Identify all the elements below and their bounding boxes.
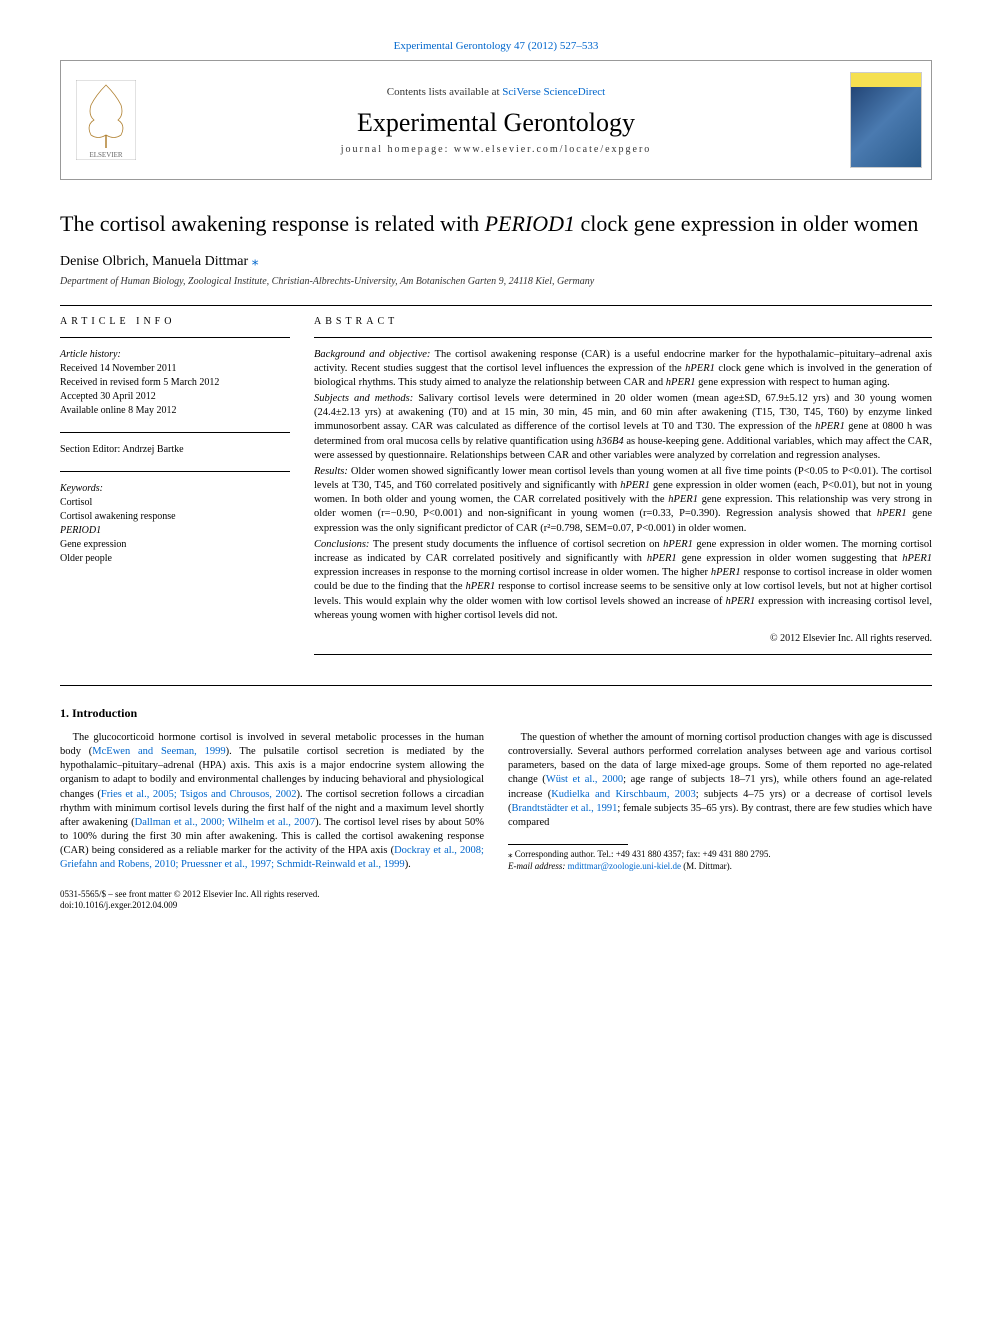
abstract-paragraph: Results: Older women showed significantl…: [314, 465, 932, 536]
info-abstract-row: ARTICLE INFO Article history: Received 1…: [60, 316, 932, 665]
journal-header: ELSEVIER Contents lists available at Sci…: [60, 60, 932, 180]
contents-line: Contents lists available at SciVerse Sci…: [387, 86, 605, 98]
citation-link[interactable]: Brandtstädter et al., 1991: [512, 803, 618, 814]
authors-line: Denise Olbrich, Manuela Dittmar ⁎: [60, 253, 932, 270]
running-head-link[interactable]: Experimental Gerontology 47 (2012) 527–5…: [394, 40, 599, 52]
divider: [60, 685, 932, 686]
body-section: 1. Introduction The glucocorticoid hormo…: [60, 706, 932, 875]
abstract-heading: ABSTRACT: [314, 316, 932, 327]
citation-link[interactable]: Fries et al., 2005; Tsigos and Chrousos,…: [101, 789, 297, 800]
abstract-column: ABSTRACT Background and objective: The c…: [314, 316, 932, 665]
divider: [60, 432, 290, 433]
keyword-item: Cortisol: [60, 496, 290, 510]
keywords-block: Keywords: CortisolCortisol awakening res…: [60, 482, 290, 566]
keyword-item: Gene expression: [60, 538, 290, 552]
citation-link[interactable]: Dallman et al., 2000; Wilhelm et al., 20…: [135, 817, 315, 828]
elsevier-tree-icon: ELSEVIER: [76, 80, 136, 160]
svg-text:ELSEVIER: ELSEVIER: [89, 151, 122, 159]
email-link[interactable]: mdittmar@zoologie.uni-kiel.de: [568, 861, 681, 871]
affiliation: Department of Human Biology, Zoological …: [60, 276, 932, 287]
abstract-paragraph: Conclusions: The present study documents…: [314, 538, 932, 623]
journal-cover-thumb: [841, 61, 931, 179]
corresponding-mark[interactable]: ⁎: [252, 254, 259, 269]
cover-image-icon: [850, 72, 922, 168]
page-footer: 0531-5565/$ – see front matter © 2012 El…: [60, 889, 932, 912]
divider: [314, 654, 932, 655]
divider: [60, 305, 932, 306]
copyright-line: © 2012 Elsevier Inc. All rights reserved…: [314, 633, 932, 644]
article-title: The cortisol awakening response is relat…: [60, 210, 932, 239]
keyword-item: PERIOD1: [60, 524, 290, 538]
article-info-heading: ARTICLE INFO: [60, 316, 290, 327]
keyword-item: Older people: [60, 552, 290, 566]
abstract-body: Background and objective: The cortisol a…: [314, 348, 932, 623]
paragraph: The glucocorticoid hormone cortisol is i…: [60, 731, 484, 873]
abstract-paragraph: Background and objective: The cortisol a…: [314, 348, 932, 391]
journal-homepage: journal homepage: www.elsevier.com/locat…: [341, 144, 652, 155]
citation-link[interactable]: Wüst et al., 2000: [546, 774, 623, 785]
divider: [314, 337, 932, 338]
citation-link[interactable]: Kudielka and Kirschbaum, 2003: [551, 789, 696, 800]
footnote-rule: [508, 844, 628, 845]
keyword-item: Cortisol awakening response: [60, 510, 290, 524]
body-text: The glucocorticoid hormone cortisol is i…: [60, 731, 932, 875]
divider: [60, 471, 290, 472]
scidirect-link[interactable]: SciVerse ScienceDirect: [502, 86, 605, 98]
citation-link[interactable]: McEwen and Seeman, 1999: [92, 746, 225, 757]
publisher-logo: ELSEVIER: [61, 61, 151, 179]
article-history: Article history: Received 14 November 20…: [60, 348, 290, 418]
paragraph: The question of whether the amount of mo…: [508, 731, 932, 830]
section-editor: Section Editor: Andrzej Bartke: [60, 443, 290, 457]
journal-title-block: Contents lists available at SciVerse Sci…: [151, 61, 841, 179]
corresponding-footnote: ⁎ Corresponding author. Tel.: +49 431 88…: [508, 849, 932, 872]
journal-name: Experimental Gerontology: [357, 108, 635, 138]
section-heading: 1. Introduction: [60, 706, 932, 721]
abstract-paragraph: Subjects and methods: Salivary cortisol …: [314, 392, 932, 463]
article-info-column: ARTICLE INFO Article history: Received 1…: [60, 316, 290, 665]
running-head: Experimental Gerontology 47 (2012) 527–5…: [60, 40, 932, 52]
divider: [60, 337, 290, 338]
